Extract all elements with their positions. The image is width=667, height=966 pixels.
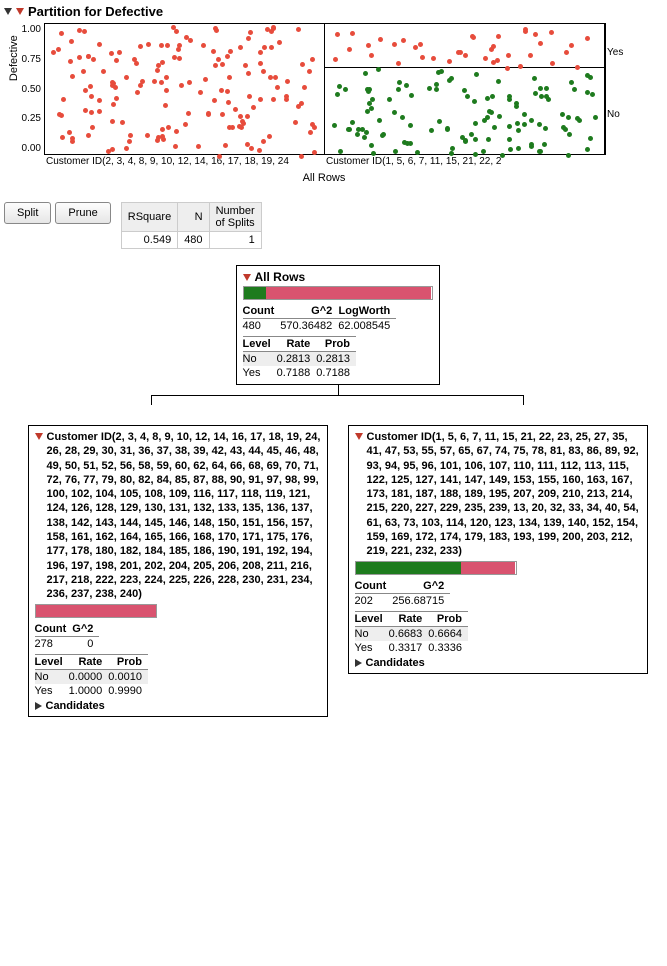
root-title: All Rows [255, 270, 306, 284]
root-node: All Rows CountG^2LogWorth 480570.3648262… [236, 265, 440, 385]
node-menu-icon[interactable] [355, 433, 363, 440]
stats-table: RSquare N Numberof Splits 0.549 480 1 [121, 202, 262, 249]
right-ratebar [355, 561, 517, 575]
right-label-no: No [607, 109, 620, 120]
x-axis-label: All Rows [44, 172, 604, 184]
split-button[interactable]: Split [4, 202, 51, 224]
prune-button[interactable]: Prune [55, 202, 110, 224]
left-candidates[interactable]: Candidates [35, 700, 321, 712]
right-label-yes: Yes [607, 47, 623, 58]
tree-root-area: All Rows CountG^2LogWorth 480570.3648262… [4, 265, 667, 717]
disclosure-right-icon[interactable] [355, 659, 362, 667]
x-panel-label-right: Customer ID(1, 5, 6, 7, 11, 15, 21, 22, … [324, 155, 604, 168]
partition-chart: Defective 1.00 0.75 0.50 0.25 0.00 Yes N… [44, 23, 667, 184]
panel-header: Partition for Defective [4, 4, 667, 19]
left-ratebar [35, 604, 157, 618]
plot-left-panel [45, 24, 325, 154]
disclosure-right-icon[interactable] [35, 702, 42, 710]
right-node-title: Customer ID(1, 5, 6, 7, 11, 15, 21, 22, … [367, 430, 641, 559]
right-candidates[interactable]: Candidates [355, 657, 641, 669]
right-node: Customer ID(1, 5, 6, 7, 11, 15, 21, 22, … [348, 425, 648, 674]
plot-right-panel [325, 24, 605, 154]
panel-title: Partition for Defective [28, 4, 163, 19]
left-node-title: Customer ID(2, 3, 4, 8, 9, 10, 12, 14, 1… [47, 430, 321, 602]
left-node: Customer ID(2, 3, 4, 8, 9, 10, 12, 14, 1… [28, 425, 328, 717]
node-menu-icon[interactable] [35, 433, 43, 440]
node-menu-icon[interactable] [243, 274, 251, 281]
x-panel-label-left: Customer ID(2, 3, 4, 8, 9, 10, 12, 14, 1… [44, 155, 324, 168]
menu-icon[interactable] [16, 8, 24, 15]
controls-row: Split Prune RSquare N Numberof Splits 0.… [4, 202, 667, 249]
disclosure-icon[interactable] [4, 8, 12, 15]
root-ratebar [243, 286, 433, 300]
y-ticks: 1.00 0.75 0.50 0.25 0.00 [15, 24, 41, 154]
